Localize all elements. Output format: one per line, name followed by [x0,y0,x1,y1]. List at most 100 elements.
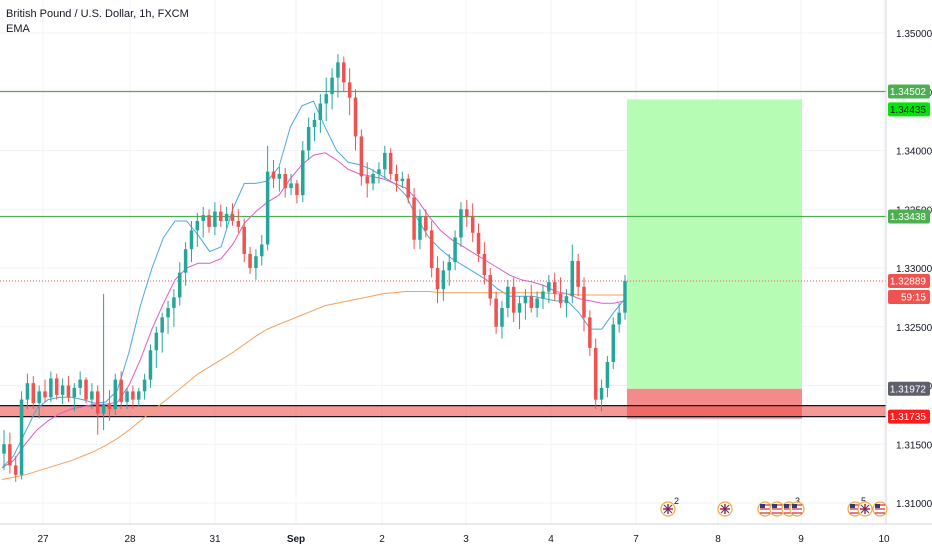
candle-body [394,174,399,182]
candle-body [183,249,188,273]
candle-body [470,216,475,233]
price-tick-label: 1.33000 [896,264,932,275]
time-tick-label: 28 [124,534,136,545]
price-tick-label: 1.34000 [896,147,932,158]
ema-line-2 [1,152,626,469]
candle-body [459,209,463,238]
time-tick-label: 8 [715,534,721,545]
candle-body [283,174,287,189]
candle-body [312,119,317,127]
candle-body [289,183,293,189]
candle-body [336,62,340,78]
us-flag-canton [850,504,855,508]
candle-body [406,178,410,198]
price-label-text-take-profit: 1.34435 [890,105,927,116]
candle-body [148,350,153,380]
candle-body [213,211,217,227]
candle-body [19,399,24,475]
candle-body [224,213,229,221]
price-label-text-entry: 1.31972 [890,384,927,395]
candle-body [412,197,416,240]
candle-body [547,282,551,292]
support-band[interactable] [0,405,886,417]
time-tick-label: 27 [37,534,49,545]
candle-body [13,465,18,475]
candle-body [107,404,112,409]
candle-body [494,298,498,327]
uk-flag-diag [720,504,730,514]
candle-body [605,362,610,388]
price-label-text-last-price: 1.32889 [890,277,927,288]
price-tick-label: 1.31000 [896,499,932,510]
price-label-entry [888,381,930,396]
candle-body [101,404,106,414]
target-zone[interactable] [627,99,802,389]
candle-body [588,317,592,348]
candle-body [66,385,71,398]
candle-body [523,296,528,304]
candle-body [119,379,123,402]
candle-body [429,230,434,268]
candle-body [570,260,575,297]
time-tick-label: 31 [209,534,221,545]
candle-body [49,378,53,398]
chart-legend: British Pound / U.S. Dollar, 1h, FXCM EM… [6,7,189,37]
time-tick-label: 10 [878,534,890,545]
price-label-horizontal-line [888,209,930,224]
candle-body [441,270,446,290]
us-flag-canton [792,504,797,508]
candle-body [131,391,135,400]
candle-body [125,391,129,402]
candle-body [623,280,627,313]
candle-body [476,232,481,254]
candle-body [383,152,387,170]
candle-body [84,379,88,400]
candle-body [558,293,563,304]
candle-body [482,253,487,276]
candle-body [43,391,47,398]
candle-body [517,303,522,313]
price-label-last-price [888,274,930,289]
candle-body [465,209,469,217]
candle-body [271,171,276,179]
time-tick-label: 9 [798,534,804,545]
candle-body [301,150,305,196]
price-tick-label: 1.31500 [896,440,932,451]
indicator-label: EMA [6,23,30,35]
candle-body [31,383,36,404]
candle-body [37,391,41,404]
candle-body [172,297,176,308]
candle-body [529,296,534,308]
candle-body [242,226,246,254]
price-label-text-countdown: 59:15 [901,293,926,304]
uk-flag-diag [663,504,673,514]
candle-body [78,379,82,388]
candle-body [136,391,141,400]
candle-body [582,286,586,318]
candle-body [8,444,12,466]
candle-body [260,244,264,257]
candle-body [142,379,147,392]
candle-body [506,286,510,308]
candle-body [511,286,516,313]
candle-body [72,387,77,398]
us-flag-canton [784,504,789,508]
candle-body [201,215,205,221]
candle-body [593,347,598,400]
price-label-stop-loss [888,409,930,424]
candle-body [25,383,30,400]
candle-body [541,291,545,299]
candle-body [330,77,334,95]
candle-body [564,296,569,304]
candle-body [342,62,346,83]
candle-body [248,253,252,268]
candle-body [277,174,282,179]
candle-body [295,183,299,196]
candle-body [166,307,170,318]
candle-body [353,97,358,137]
candle-body [611,324,616,362]
ema-line-3 [1,291,625,480]
candle-body [230,213,235,221]
